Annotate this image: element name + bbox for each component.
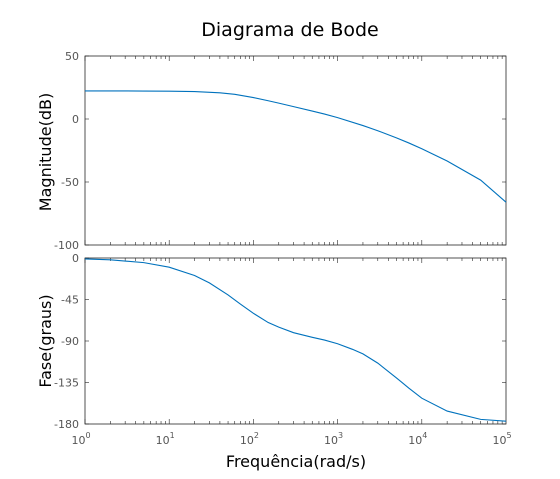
x-tick-label: 102 — [240, 431, 259, 447]
magnitude-y-tick-label: 50 — [65, 50, 79, 63]
magnitude-y-tick-label: -50 — [61, 176, 79, 189]
magnitude-curve — [85, 90, 507, 203]
x-tick-label: 103 — [324, 431, 343, 447]
phase-y-tick-label: -180 — [54, 418, 79, 431]
x-tick-label: 104 — [408, 431, 427, 447]
phase-y-tick-label: -90 — [61, 335, 79, 348]
magnitude-y-tick-label: -100 — [54, 239, 79, 252]
phase-y-tick-label: 0 — [72, 252, 79, 265]
phase-axes-box — [84, 257, 507, 425]
phase-y-tick-label: -45 — [61, 294, 79, 307]
magnitude-y-axis-label: Magnitude(dB) — [36, 93, 55, 211]
x-tick-label: 100 — [71, 431, 90, 447]
phase-curve — [84, 258, 507, 422]
phase-y-tick-label: -135 — [54, 377, 79, 390]
magnitude-axes-box — [84, 55, 507, 246]
magnitude-y-tick-label: 0 — [72, 113, 79, 126]
phase-y-axis-label: Fase(graus) — [36, 294, 55, 387]
x-axis-label: Frequência(rad/s) — [226, 452, 366, 471]
chart-title: Diagrama de Bode — [201, 19, 378, 41]
x-tick-label: 105 — [492, 431, 511, 447]
magnitude-plot: 50 0 -50 -100 — [54, 50, 507, 252]
x-tick-label: 101 — [156, 431, 175, 447]
